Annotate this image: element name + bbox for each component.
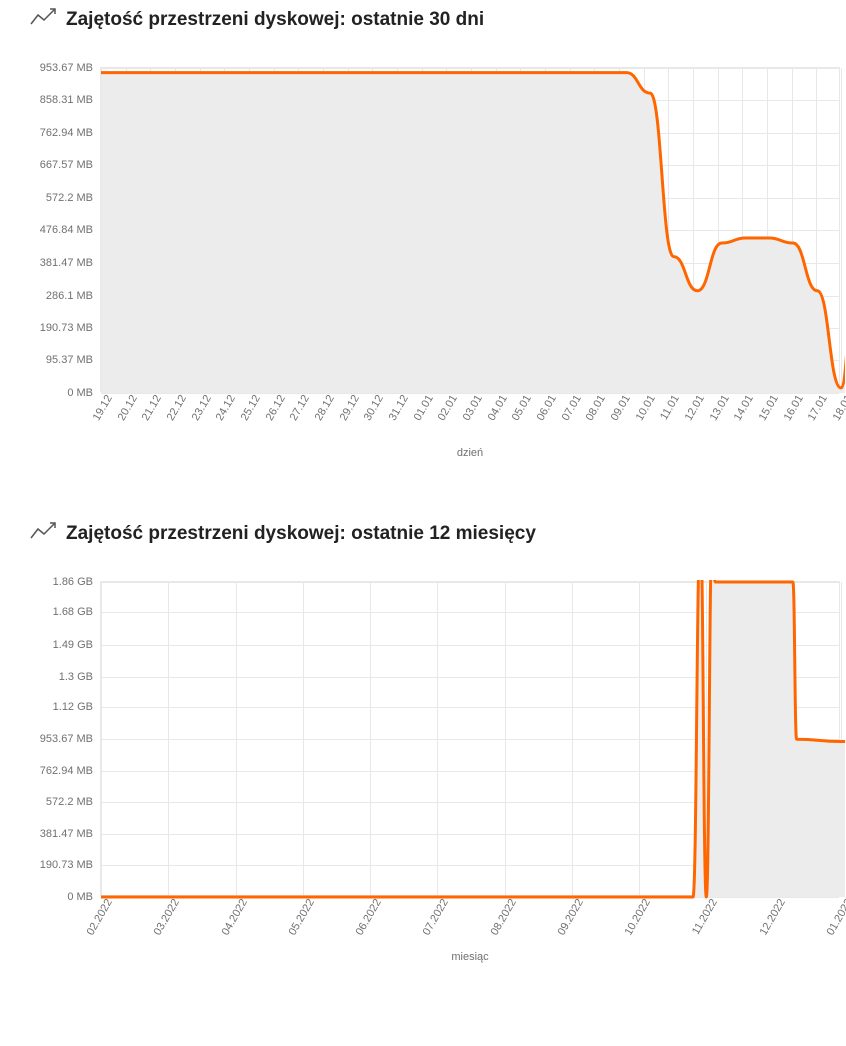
y-tick-label: 953.67 MB: [40, 733, 101, 745]
chart-plot-12m: 0 MB190.73 MB381.47 MB572.2 MB762.94 MB9…: [10, 551, 840, 986]
x-tick-label: 16.01: [778, 391, 806, 423]
x-tick-label: 05.2022: [283, 895, 317, 937]
y-tick-label: 1.3 GB: [59, 671, 101, 683]
x-tick-label: 21.12: [137, 391, 165, 423]
y-tick-label: 1.86 GB: [53, 576, 101, 588]
x-tick-label: 22.12: [161, 391, 189, 423]
chart-header: Zajętość przestrzeni dyskowej: ostatnie …: [30, 8, 836, 31]
y-tick-label: 572.2 MB: [46, 192, 101, 204]
x-tick-label: 26.12: [260, 391, 288, 423]
x-tick-label: 15.01: [753, 391, 781, 423]
x-tick-label: 02.01: [433, 391, 461, 423]
y-tick-label: 1.12 GB: [53, 701, 101, 713]
chart-header: Zajętość przestrzeni dyskowej: ostatnie …: [30, 522, 836, 545]
x-tick-label: 13.01: [704, 391, 732, 423]
x-tick-label: 09.01: [605, 391, 633, 423]
x-tick-label: 09.2022: [552, 895, 586, 937]
x-tick-label: 03.2022: [148, 895, 182, 937]
disk-usage-30d-chart: Zajętość przestrzeni dyskowej: ostatnie …: [10, 8, 836, 482]
y-tick-label: 286.1 MB: [46, 290, 101, 302]
y-tick-label: 1.49 GB: [53, 639, 101, 651]
x-tick-label: 04.2022: [216, 895, 250, 937]
x-axis-label: miesiąc: [451, 951, 488, 963]
x-tick-label: 08.01: [581, 391, 609, 423]
x-tick-label: 06.2022: [350, 895, 384, 937]
y-tick-label: 381.47 MB: [40, 257, 101, 269]
x-tick-label: 12.01: [679, 391, 707, 423]
x-tick-label: 01.2023: [821, 895, 846, 937]
x-tick-label: 07.2022: [417, 895, 451, 937]
y-tick-label: 95.37 MB: [46, 354, 101, 366]
y-tick-label: 381.47 MB: [40, 828, 101, 840]
x-axis-label: dzień: [457, 447, 483, 459]
chart-title: Zajętość przestrzeni dyskowej: ostatnie …: [66, 523, 536, 545]
x-tick-label: 05.01: [507, 391, 535, 423]
x-tick-label: 11.01: [655, 391, 682, 422]
x-tick-label: 30.12: [359, 391, 387, 423]
y-tick-label: 762.94 MB: [40, 127, 101, 139]
x-tick-label: 06.01: [531, 391, 559, 423]
x-tick-label: 01.01: [408, 391, 436, 423]
y-tick-label: 953.67 MB: [40, 62, 101, 74]
y-tick-label: 858.31 MB: [40, 94, 101, 106]
plot-area: 0 MB190.73 MB381.47 MB572.2 MB762.94 MB9…: [100, 581, 840, 896]
y-tick-label: 190.73 MB: [40, 859, 101, 871]
trend-up-icon: [30, 8, 56, 31]
x-tick-label: 28.12: [309, 391, 337, 423]
y-tick-label: 1.68 GB: [53, 606, 101, 618]
x-tick-label: 07.01: [556, 391, 584, 423]
y-tick-label: 476.84 MB: [40, 224, 101, 236]
y-tick-label: 190.73 MB: [40, 322, 101, 334]
plot-area: 0 MB95.37 MB190.73 MB286.1 MB381.47 MB47…: [100, 67, 840, 392]
x-tick-label: 29.12: [334, 391, 362, 423]
y-tick-label: 572.2 MB: [46, 796, 101, 808]
x-tick-label: 24.12: [211, 391, 239, 423]
chart-title: Zajętość przestrzeni dyskowej: ostatnie …: [66, 9, 484, 31]
x-tick-label: 03.01: [457, 391, 485, 423]
trend-up-icon: [30, 522, 56, 545]
x-tick-label: 20.12: [112, 391, 140, 423]
series-svg: [101, 582, 841, 897]
x-tick-label: 08.2022: [485, 895, 519, 937]
series-svg: [101, 68, 841, 393]
x-tick-label: 11.2022: [687, 895, 720, 937]
x-tick-label: 17.01: [803, 391, 831, 423]
x-tick-label: 14.01: [729, 391, 757, 423]
x-tick-label: 23.12: [186, 391, 214, 423]
x-tick-label: 18.01: [827, 391, 846, 423]
y-tick-label: 762.94 MB: [40, 765, 101, 777]
x-tick-label: 10.01: [630, 391, 658, 423]
x-tick-label: 31.12: [383, 391, 411, 423]
disk-usage-12m-chart: Zajętość przestrzeni dyskowej: ostatnie …: [10, 522, 836, 986]
x-tick-label: 25.12: [235, 391, 263, 423]
chart-plot-30d: 0 MB95.37 MB190.73 MB286.1 MB381.47 MB47…: [10, 37, 840, 482]
x-tick-label: 12.2022: [754, 895, 788, 937]
x-tick-label: 04.01: [482, 391, 510, 423]
x-tick-label: 27.12: [285, 391, 313, 423]
x-tick-label: 10.2022: [619, 895, 653, 937]
y-tick-label: 667.57 MB: [40, 159, 101, 171]
